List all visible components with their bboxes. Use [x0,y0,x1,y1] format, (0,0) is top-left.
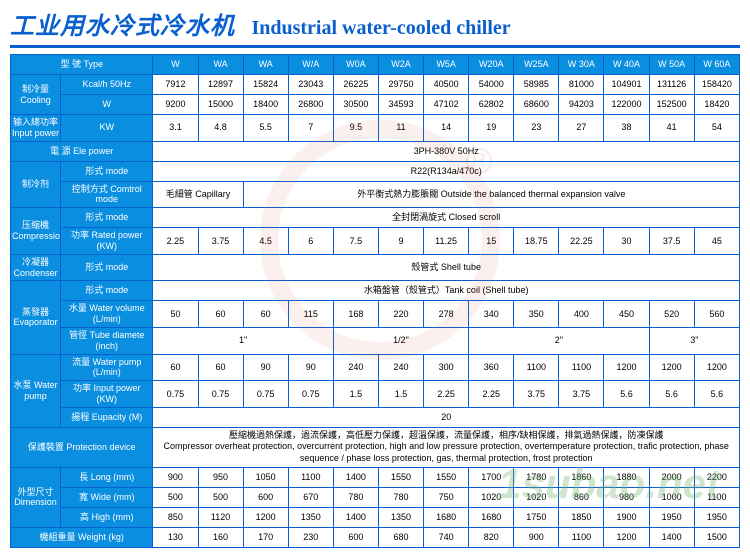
page-title: 工业用水冷式冷水机 Industrial water-cooled chille… [10,6,740,48]
spec-table: 型 號 TypeWWAWAW/AW0AW2AW5AW20AW25AW 30AW … [10,54,740,548]
title-en: Industrial water-cooled chiller [251,17,510,39]
title-cn: 工业用水冷式冷水机 [10,13,235,40]
